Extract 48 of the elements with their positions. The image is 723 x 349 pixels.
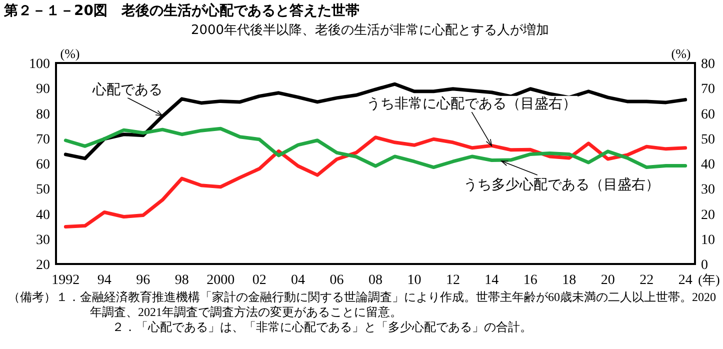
x-axis-title: (年)	[698, 272, 720, 287]
x-tick-label: 98	[174, 273, 189, 288]
x-tick-label: 06	[330, 273, 344, 288]
annotation: うち多少心配である（目盛右）	[463, 176, 660, 193]
x-tick-label: 12	[446, 273, 460, 288]
text: ２．「心配である」は、「非常に心配である」と「多少心配である」の合計。	[111, 320, 533, 335]
x-tick-label: 10	[407, 273, 422, 288]
y-tick-label: 70	[36, 132, 50, 148]
x-tick-label: 14	[484, 273, 499, 288]
annotation: 心配である	[92, 82, 162, 98]
x-tick-label: 18	[562, 273, 576, 288]
y-tick-label: 20	[36, 258, 50, 273]
x-tick-label: 22	[640, 273, 654, 288]
y2-tick-label: 70	[701, 82, 715, 98]
x-tick-label: 20	[600, 273, 615, 288]
x-tick-label: 24	[678, 273, 692, 288]
x-tick-label: 16	[523, 273, 538, 288]
y-tick-label: 90	[36, 82, 50, 98]
y2-tick-label: 60	[701, 107, 715, 122]
y2-tick-label: 50	[701, 132, 715, 148]
x-tick-label: 04	[291, 273, 306, 288]
y2-tick-label: 40	[701, 158, 715, 172]
x-tick-label: 08	[368, 273, 382, 288]
y2-tick-label: 80	[701, 57, 715, 72]
line-series	[64, 136, 688, 229]
y-tick-label: 100	[29, 57, 50, 72]
x-tick-label: 94	[97, 273, 112, 288]
y2-tick-label: 10	[701, 232, 715, 248]
x-tick-label: 2000	[206, 273, 235, 288]
x-tick-label: 96	[136, 273, 150, 288]
y2-tick-label: 30	[701, 182, 715, 198]
y-tick-label: 40	[36, 208, 50, 223]
text: （備考）１．金融経済教育推進機構「家計の金融行動に関する世論調査」により作成。世帯主年齢が60歳未満の二人以上世帯。2020年調査、2021年調査で調査方法の変更があることに留意。	[8, 290, 717, 320]
chart-subtitle: 2000年代後半以降、老後の生活が非常に心配とする人が増加	[190, 22, 550, 38]
y-tick-label: 80	[36, 107, 50, 122]
y-tick-label: 60	[36, 158, 50, 172]
y2-tick-label: 20	[701, 208, 715, 223]
x-tick-label: 02	[252, 273, 266, 288]
y2-axis-title: (%)	[671, 46, 691, 61]
annotation: うち非常に心配である（目盛右）	[366, 96, 577, 112]
y2-tick-label: 0	[701, 258, 708, 273]
line-series	[64, 126, 688, 170]
y-axis-title: (%)	[60, 46, 80, 61]
y-tick-label: 30	[36, 232, 50, 248]
chart-title: 第２－１－20図 老後の生活が心配であると答えた世帯	[3, 2, 360, 19]
line-series	[64, 82, 688, 160]
y-tick-label: 50	[36, 182, 50, 198]
x-tick-label: 1992	[52, 273, 80, 288]
